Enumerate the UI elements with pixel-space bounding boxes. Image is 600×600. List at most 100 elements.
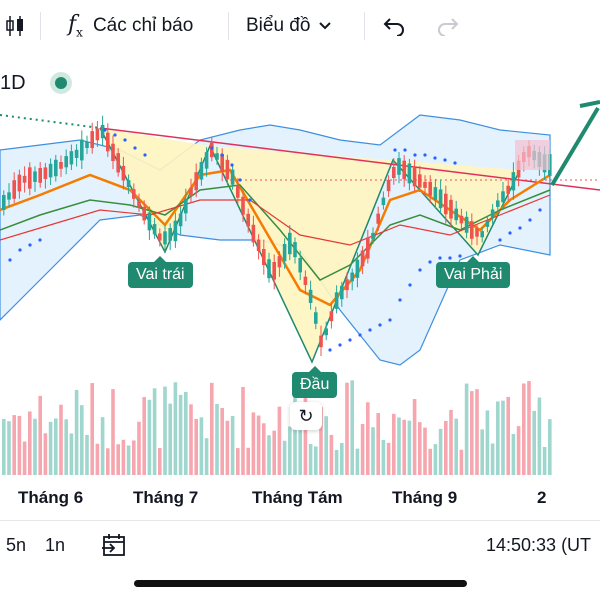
volume-bar [210, 382, 214, 475]
indicators-button[interactable]: fx Các chỉ báo [68, 10, 193, 42]
sar-dot [403, 148, 407, 152]
sar-dot [248, 198, 252, 202]
undo-icon[interactable] [382, 10, 406, 42]
volume-bar [444, 421, 448, 475]
candle-body [480, 231, 484, 238]
price-chart[interactable] [0, 52, 600, 512]
candlestick-icon[interactable] [4, 10, 26, 42]
sar-dot [433, 156, 437, 160]
sar-dot [123, 138, 127, 142]
volume-bar [28, 411, 32, 475]
left-shoulder-label: Vai trái [128, 256, 193, 288]
volume-bar [433, 444, 438, 475]
volume-bar [449, 409, 453, 475]
volume-bar [215, 403, 219, 475]
volume-bar [251, 412, 256, 475]
volume-bar [38, 395, 42, 475]
candle-body [64, 156, 68, 168]
volume-bar [137, 421, 141, 475]
reset-chart-button[interactable]: ↻ [290, 402, 322, 430]
candle-body [506, 185, 510, 194]
candle-body [28, 167, 32, 189]
indicators-label: Các chỉ báo [92, 15, 194, 36]
volume-bar [90, 383, 94, 475]
sar-dot [408, 283, 412, 287]
volume-bar [69, 433, 74, 475]
candle-body [168, 228, 172, 241]
candle-body [454, 208, 458, 221]
volume-bar [522, 383, 526, 475]
candle-body [407, 163, 412, 184]
candle-body [272, 262, 276, 280]
volume-bar [106, 448, 110, 475]
candle-body [142, 206, 146, 221]
volume-bar [152, 388, 157, 475]
candle-body [95, 128, 100, 141]
volume-bar [506, 396, 510, 475]
sar-dot [8, 258, 12, 262]
sar-dot [348, 338, 352, 342]
sar-dot [458, 254, 462, 258]
sar-dot [423, 153, 427, 157]
candle-body [256, 239, 261, 252]
volume-bar [501, 400, 505, 475]
sar-dot [133, 146, 137, 150]
candle-body [22, 175, 27, 183]
volume-bar [241, 386, 245, 475]
candle-body [392, 167, 396, 178]
highlight-box [515, 140, 550, 170]
candle-body [246, 213, 250, 227]
range-1n-button[interactable]: 1n [45, 535, 66, 555]
volume-bar [293, 392, 297, 475]
volume-bar [418, 422, 422, 475]
chart-type-button[interactable]: Biểu đồ [246, 10, 332, 42]
candle-body [324, 328, 328, 336]
chart-type-label: Biểu đồ [246, 15, 311, 36]
volume-bar [95, 443, 100, 475]
volume-bar [33, 418, 37, 475]
range-5n-button[interactable]: 5n [6, 535, 27, 555]
volume-bar [402, 419, 406, 475]
candle-body [449, 199, 453, 219]
volume-bar [48, 421, 53, 475]
home-indicator [134, 580, 467, 587]
volume-bar [423, 427, 427, 475]
candle-body [163, 231, 167, 245]
volume-bar [428, 448, 432, 475]
volume-bar [17, 415, 22, 475]
volume-bar [360, 424, 365, 475]
candle-body [12, 180, 16, 199]
redo-icon[interactable] [436, 10, 460, 42]
sar-dot [28, 243, 32, 247]
volume-bar [334, 449, 339, 475]
candle-body [152, 224, 157, 235]
sar-dot [453, 161, 457, 165]
volume-bar [485, 410, 490, 475]
candle-body [360, 250, 365, 267]
divider [40, 12, 41, 40]
candle-body [267, 259, 271, 279]
candle-body [511, 172, 516, 191]
volume-bar [178, 394, 183, 475]
volume-bar [298, 423, 302, 475]
volume-bar [303, 397, 308, 475]
candle-body [262, 248, 266, 266]
candle-body [90, 131, 94, 149]
candle-body [158, 233, 162, 241]
chart-canvas[interactable]: 1D Vai trái Đầu Vai Phải [0, 52, 600, 512]
x-tick-label: Tháng 7 [133, 488, 199, 507]
volume-bar [246, 447, 250, 475]
candle-body [319, 335, 323, 348]
goto-date-icon[interactable] [100, 531, 128, 564]
volume-bar [204, 438, 209, 475]
candle-body [423, 181, 427, 188]
sar-dot [378, 323, 382, 327]
top-toolbar: fx Các chỉ báo Biểu đồ [0, 0, 600, 52]
projection-arrow [550, 106, 600, 187]
candle-body [386, 179, 391, 192]
candle-body [173, 220, 178, 242]
candle-body [376, 213, 380, 224]
volume-bar [80, 405, 84, 475]
candle-body [194, 172, 198, 191]
sar-dot [328, 348, 332, 352]
